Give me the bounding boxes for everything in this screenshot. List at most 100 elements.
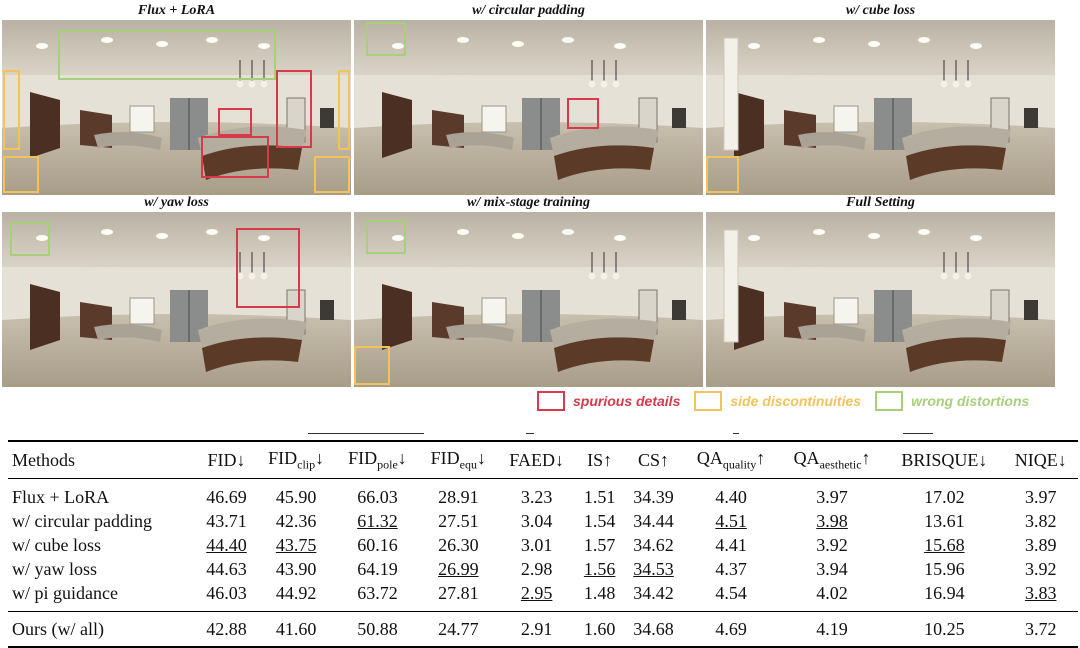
method-name: Ours (w/ all) — [12, 618, 104, 639]
panel-title-full-setting: Full Setting — [846, 195, 915, 210]
table-cell: 34.39 — [633, 486, 674, 507]
spurious-detail-box — [218, 108, 252, 136]
table-cell: 3.04 — [520, 510, 553, 531]
table-cell: 46.69 — [206, 486, 247, 507]
table-cell: 41.60 — [275, 618, 317, 639]
table-cell-best: 3.82 — [1024, 510, 1057, 531]
table-cell: 3.01 — [520, 534, 553, 555]
table-cell: 66.03 — [357, 486, 398, 507]
header-qa-aesthetic: QAaesthetic↑ — [793, 447, 871, 472]
table-cell: 1.54 — [583, 510, 616, 531]
decorative-rule — [526, 433, 534, 434]
table-cell: 4.19 — [816, 618, 848, 639]
table-cell-best: 4.54 — [715, 582, 747, 603]
table-cell: 3.97 — [816, 486, 848, 507]
method-name: Flux + LoRA — [12, 486, 110, 507]
table-cell: 50.88 — [357, 618, 398, 639]
method-name: w/ circular padding — [12, 510, 152, 531]
table-cell: 10.25 — [924, 618, 965, 639]
table-cell-second: 43.75 — [275, 534, 317, 555]
table-cell-second: 1.56 — [583, 558, 616, 579]
table-cell: 27.51 — [438, 510, 479, 531]
table-cell: 4.69 — [715, 618, 747, 639]
table-cell-second: 15.68 — [924, 534, 965, 555]
decorative-rule — [308, 433, 424, 434]
panel-title-flux-lora: Flux + LoRA — [137, 3, 216, 18]
legend-label-side: side discontinuities — [730, 393, 862, 409]
panorama-image — [706, 20, 1055, 195]
header-is: IS↑ — [587, 449, 613, 470]
decorative-rule — [903, 433, 933, 434]
panorama-mix-stage — [354, 212, 703, 387]
table-cell-second: 44.40 — [206, 534, 247, 555]
table-cell: 46.03 — [206, 582, 247, 603]
wrong-distortion-box — [366, 22, 406, 56]
panorama-full-setting — [706, 212, 1055, 387]
legend: spurious details side discontinuities wr… — [537, 389, 1043, 413]
panorama-yaw-loss — [2, 212, 351, 387]
table-cell: 3.94 — [816, 558, 848, 579]
table-cell: 1.60 — [583, 618, 616, 639]
spurious-detail-box — [567, 98, 599, 129]
panel-title-circular-padding: w/ circular padding — [472, 3, 585, 18]
table-cell-best: 4.02 — [816, 582, 848, 603]
table-cell: 16.94 — [924, 582, 965, 603]
method-name: w/ yaw loss — [12, 558, 97, 579]
table-cell: 17.02 — [924, 486, 965, 507]
table-cell-second: 61.32 — [357, 510, 398, 531]
table-cell: 1.51 — [583, 486, 616, 507]
side-discontinuity-box — [354, 346, 390, 385]
panorama-image — [2, 212, 351, 387]
panel-title-mix-stage: w/ mix-stage training — [467, 195, 590, 210]
table-row: w/ pi guidance 46.03 44.92 63.72 27.81 2… — [8, 581, 1078, 612]
table-cell: 1.48 — [583, 582, 616, 603]
legend-label-wrong: wrong distortions — [911, 393, 1030, 409]
table-cell-best: 1.57 — [583, 534, 616, 555]
table-row: Flux + LoRA 46.69 45.90 66.03 28.91 3.23… — [8, 479, 1078, 510]
panorama-cube-loss — [706, 20, 1055, 195]
header-faed: FAED↓ — [509, 449, 564, 470]
legend-swatch-wrong — [875, 391, 904, 411]
panorama-image — [354, 20, 703, 195]
header-cs: CS↑ — [638, 449, 670, 470]
table-row: w/ circular padding 43.71 42.36 61.32 27… — [8, 509, 1078, 533]
method-name: w/ cube loss — [12, 534, 101, 555]
spurious-detail-box — [236, 228, 300, 308]
table-cell-second: 4.51 — [715, 510, 747, 531]
table-cell: 44.92 — [275, 582, 317, 603]
table-row: w/ cube loss 44.40 43.75 60.16 26.30 3.0… — [8, 533, 1078, 557]
table-cell: 15.96 — [924, 558, 965, 579]
table-cell: 42.88 — [206, 618, 247, 639]
spurious-detail-box — [276, 70, 312, 148]
table-cell: 43.90 — [275, 558, 317, 579]
table-cell-second: 34.53 — [633, 558, 674, 579]
side-discontinuity-box — [314, 156, 350, 193]
legend-label-spurious: spurious details — [573, 393, 681, 409]
table-cell: 27.81 — [438, 582, 479, 603]
results-table: Methods FID↓ FIDclip↓ FIDpole↓ FIDequ↓ F… — [8, 440, 1078, 648]
table-cell-second: 3.83 — [1024, 582, 1057, 603]
panel-title-cube-loss: w/ cube loss — [845, 3, 916, 18]
table-cell-second: 3.98 — [816, 510, 848, 531]
table-cell: 3.97 — [1024, 486, 1057, 507]
panorama-circular-padding — [354, 20, 703, 195]
table-cell: 64.19 — [357, 558, 398, 579]
table-cell: 3.92 — [816, 534, 848, 555]
table-cell-best: 43.71 — [206, 510, 247, 531]
header-fid-equ: FIDequ↓ — [430, 447, 486, 472]
header-niqe: NIQE↓ — [1014, 449, 1067, 470]
side-discontinuity-box — [3, 70, 20, 150]
table-cell-best: 26.30 — [438, 534, 479, 555]
side-discontinuity-box — [3, 156, 39, 193]
panorama-image — [354, 212, 703, 387]
table-cell: 3.72 — [1024, 618, 1057, 639]
method-name: w/ pi guidance — [12, 582, 118, 603]
legend-swatch-side — [694, 391, 723, 411]
table-row-ours: Ours (w/ all) 42.88 41.60 50.88 24.77 2.… — [8, 611, 1078, 647]
header-methods: Methods — [12, 449, 75, 470]
table-cell-best: 2.98 — [520, 558, 553, 579]
table-cell: 4.41 — [715, 534, 747, 555]
table-header-row: Methods FID↓ FIDclip↓ FIDpole↓ FIDequ↓ F… — [8, 441, 1078, 479]
table-cell: 2.91 — [520, 618, 553, 639]
table-cell-best: 13.61 — [924, 510, 965, 531]
